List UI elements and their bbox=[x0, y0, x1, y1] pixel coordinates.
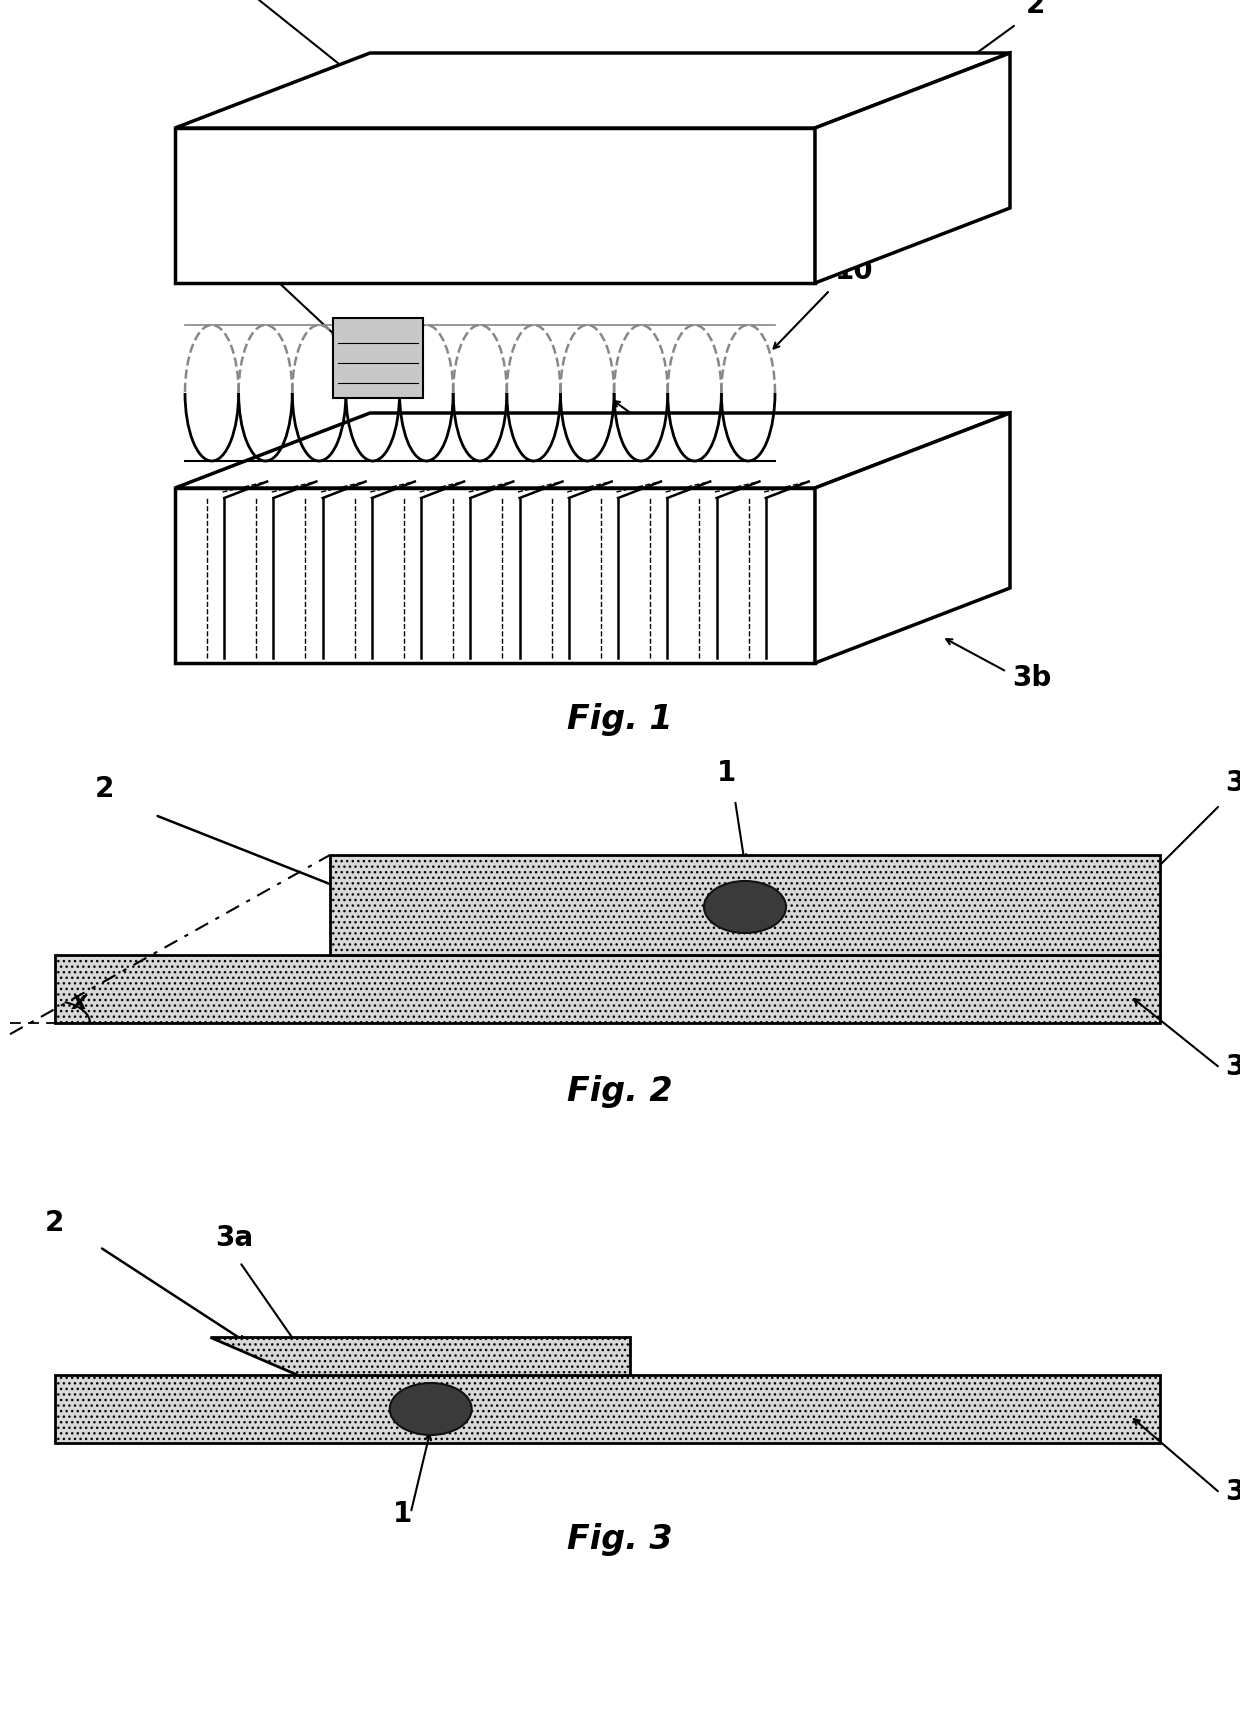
Text: 10: 10 bbox=[835, 257, 874, 284]
Text: 2: 2 bbox=[45, 1210, 64, 1237]
Text: 3a: 3a bbox=[215, 1223, 253, 1253]
Polygon shape bbox=[330, 855, 1159, 955]
Text: 20: 20 bbox=[704, 446, 744, 476]
Text: Fig. 2: Fig. 2 bbox=[567, 1075, 673, 1108]
Polygon shape bbox=[332, 319, 423, 398]
Text: 2: 2 bbox=[1027, 0, 1045, 19]
Polygon shape bbox=[815, 414, 1011, 663]
Text: 3a: 3a bbox=[1225, 768, 1240, 798]
Text: 1: 1 bbox=[717, 760, 737, 787]
Polygon shape bbox=[175, 488, 815, 663]
Polygon shape bbox=[175, 414, 1011, 488]
Ellipse shape bbox=[389, 1384, 471, 1435]
Text: 1: 1 bbox=[202, 219, 222, 246]
Polygon shape bbox=[55, 955, 1159, 1023]
Polygon shape bbox=[815, 53, 1011, 283]
Text: 3b: 3b bbox=[1012, 663, 1052, 691]
Text: 2: 2 bbox=[95, 775, 114, 803]
Polygon shape bbox=[175, 53, 1011, 128]
Polygon shape bbox=[55, 1375, 1159, 1442]
Text: Fig. 3: Fig. 3 bbox=[567, 1523, 673, 1556]
Text: x: x bbox=[72, 991, 87, 1015]
Polygon shape bbox=[210, 1337, 630, 1375]
Ellipse shape bbox=[704, 880, 786, 932]
Text: 3b: 3b bbox=[1225, 1053, 1240, 1080]
Text: Fig. 1: Fig. 1 bbox=[567, 703, 673, 736]
Polygon shape bbox=[175, 128, 815, 283]
Text: 3b: 3b bbox=[1225, 1478, 1240, 1506]
Text: 1: 1 bbox=[393, 1501, 412, 1528]
